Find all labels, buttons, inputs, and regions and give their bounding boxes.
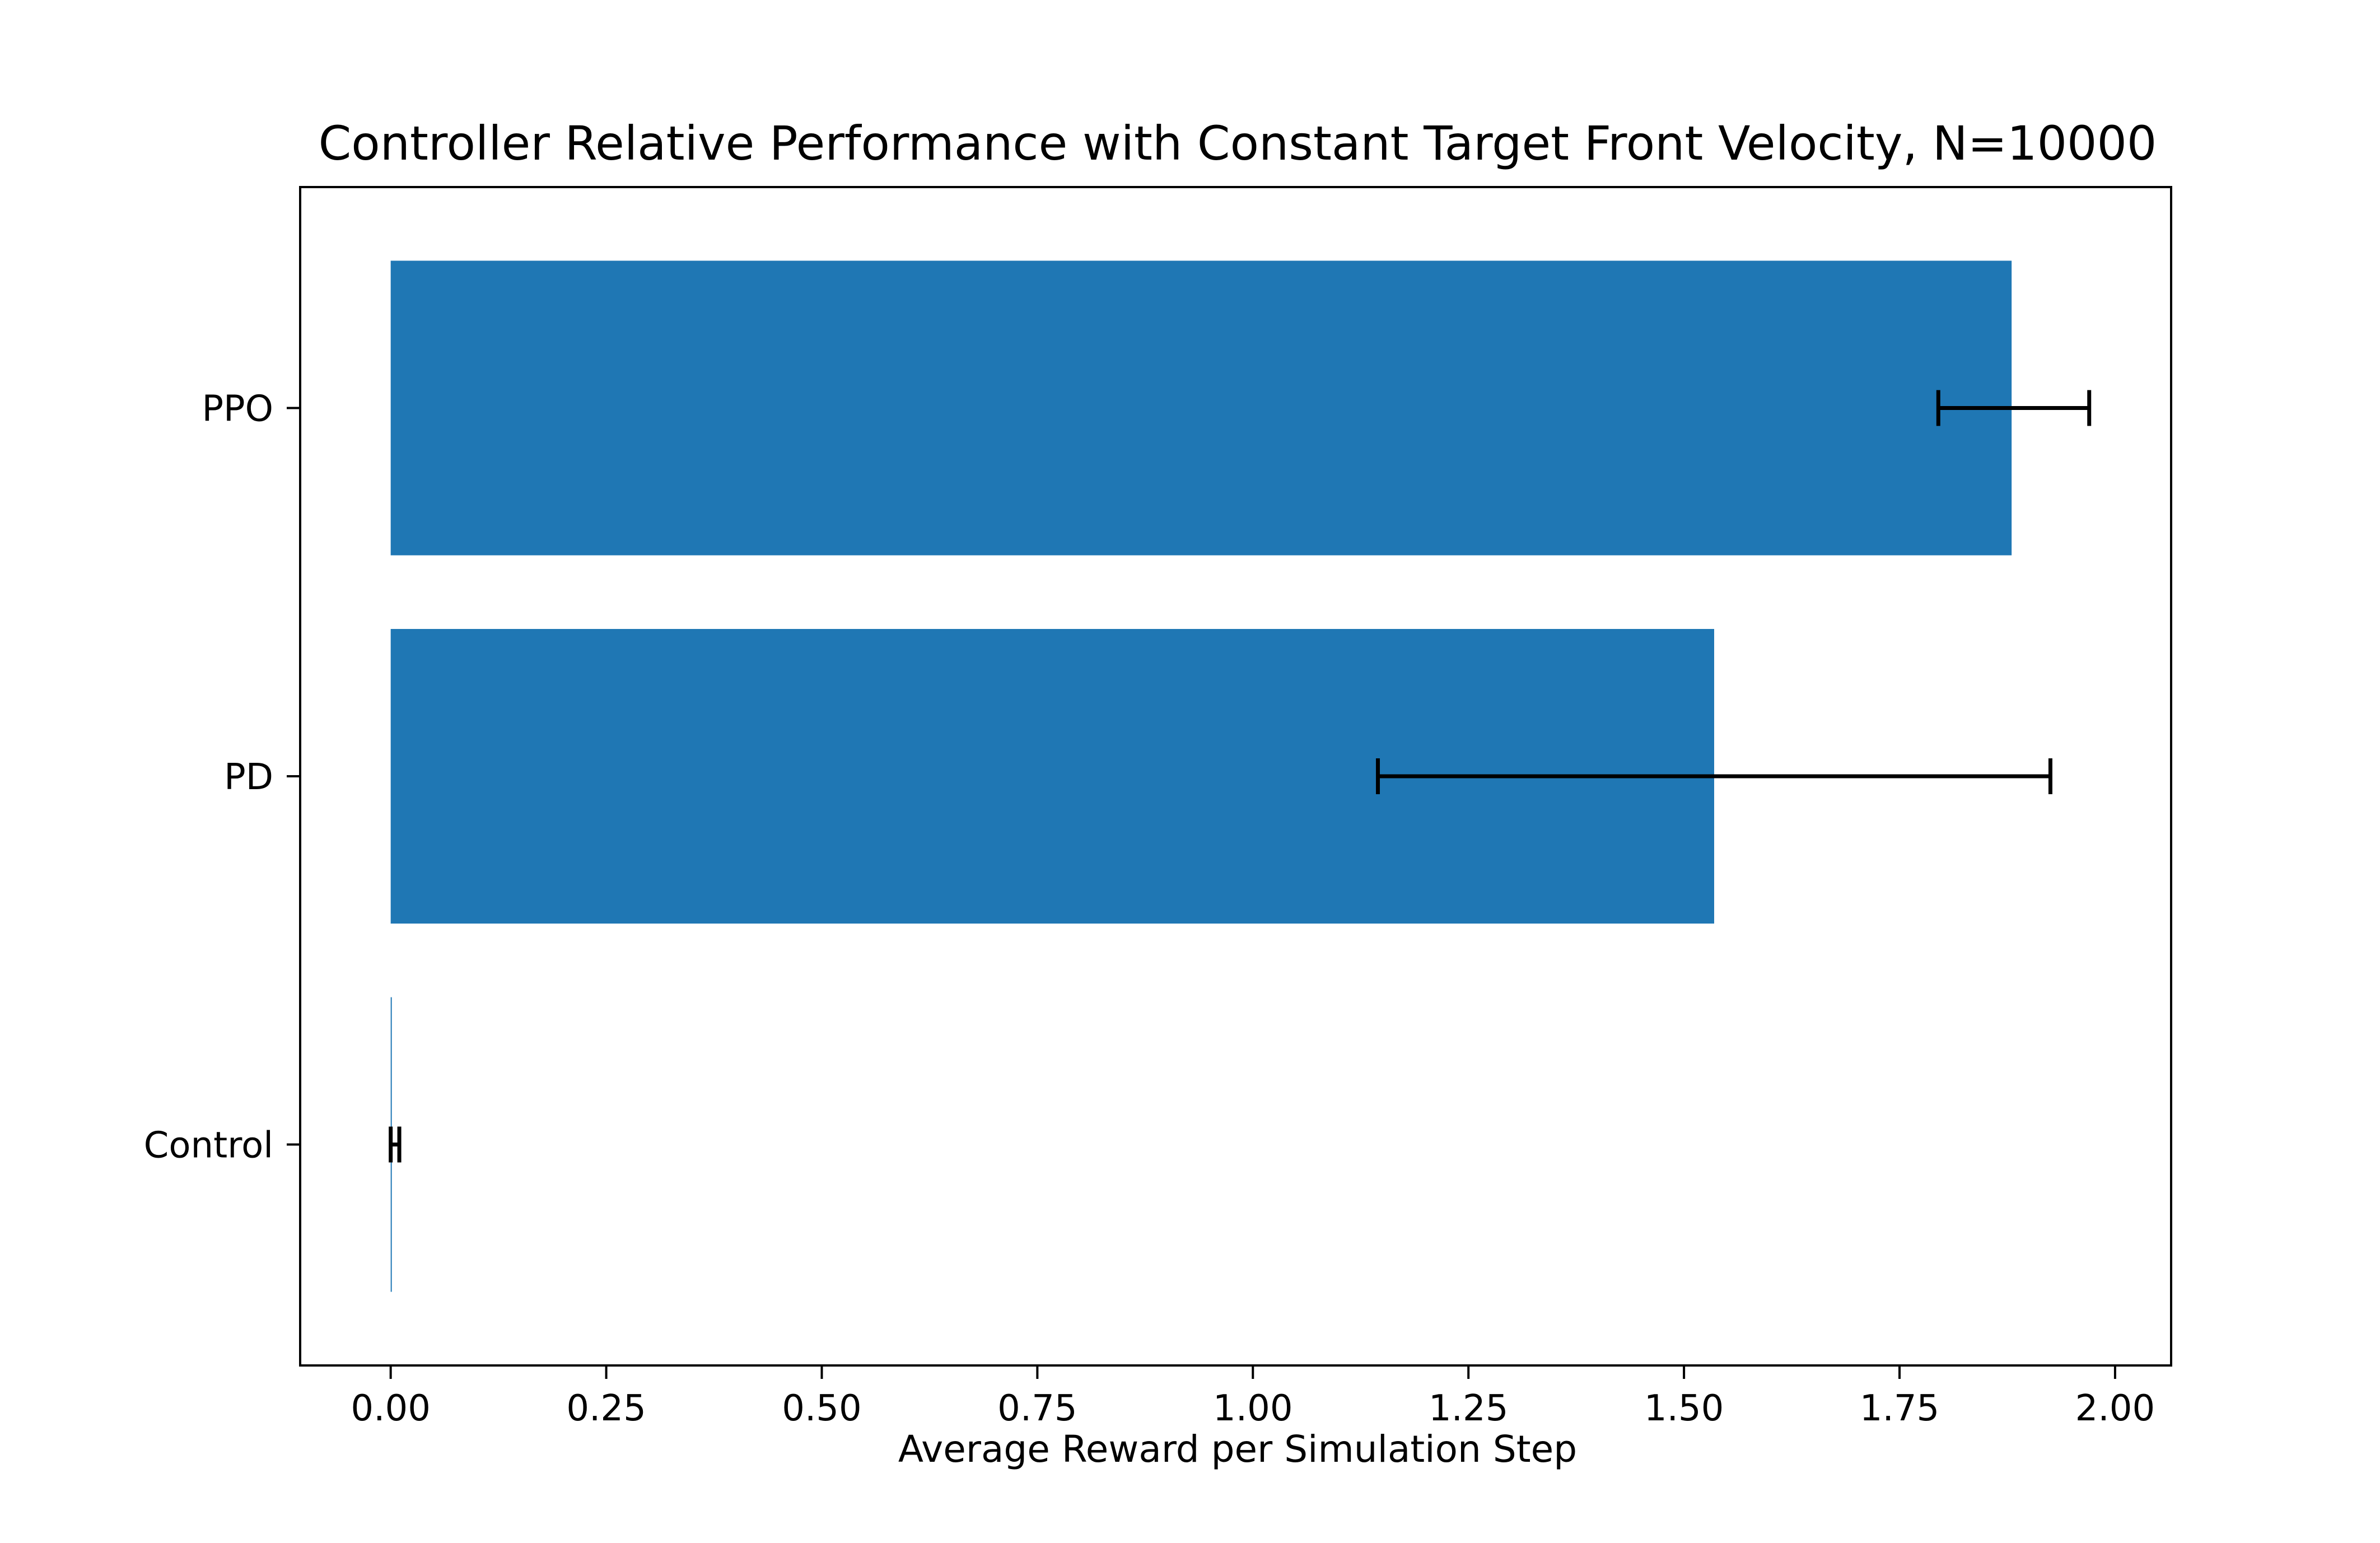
x-tick-label: 1.75 bbox=[1860, 1388, 1940, 1429]
x-tick-label: 2.00 bbox=[2075, 1388, 2155, 1429]
y-tick-label-ppo: PPO bbox=[202, 389, 273, 430]
x-tick-label: 0.25 bbox=[566, 1388, 646, 1429]
x-tick-label: 1.25 bbox=[1429, 1388, 1509, 1429]
error-bar-ppo bbox=[1936, 390, 2092, 426]
x-axis-label: Average Reward per Simulation Step bbox=[898, 1428, 1577, 1471]
x-tick-label: 0.75 bbox=[997, 1388, 1077, 1429]
chart-title: Controller Relative Performance with Con… bbox=[319, 116, 2157, 171]
plot-area: 0.00 0.25 0.50 0.75 1.00 1.25 1.50 1.75 2.00 Cont… bbox=[144, 186, 2172, 1429]
error-bar-pd bbox=[1376, 758, 2052, 794]
x-tick-label: 1.50 bbox=[1644, 1388, 1724, 1429]
error-bar-control bbox=[389, 1126, 402, 1163]
y-tick-label-control: Control bbox=[144, 1125, 273, 1167]
y-tick-label-pd: PD bbox=[224, 757, 273, 798]
x-tick-label: 0.50 bbox=[782, 1388, 862, 1429]
x-tick-label: 0.00 bbox=[351, 1388, 431, 1429]
bar-ppo bbox=[390, 260, 2012, 556]
x-tick-label: 1.00 bbox=[1213, 1388, 1293, 1429]
